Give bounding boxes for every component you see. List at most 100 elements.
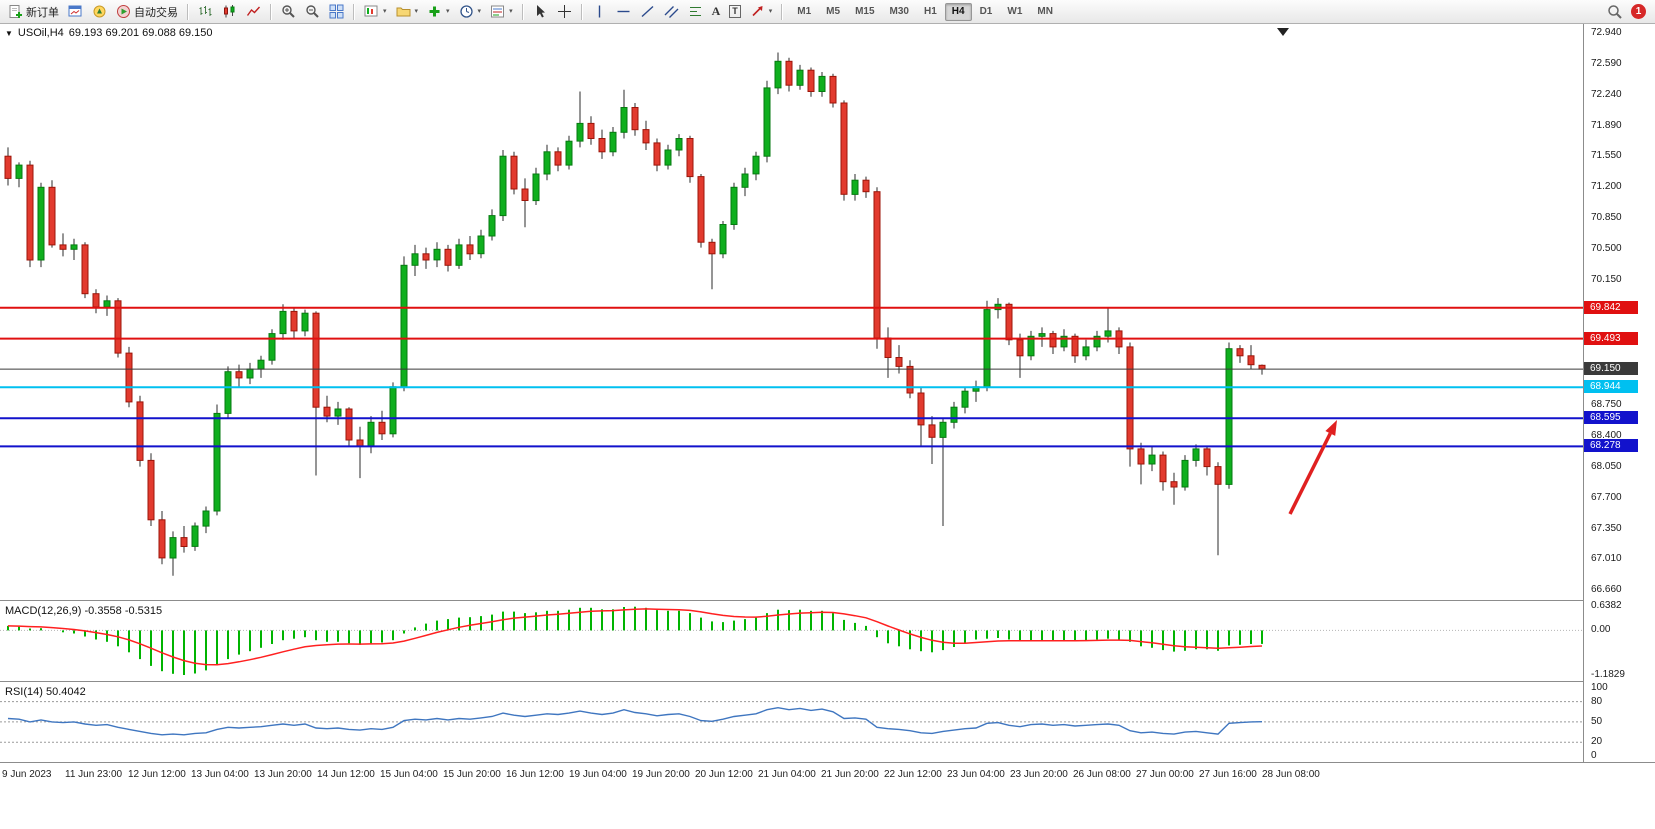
notification-badge[interactable]: 1 bbox=[1631, 4, 1646, 19]
arrows-tool-button[interactable]: ▾ bbox=[746, 1, 777, 23]
rsi-tick-80: 80 bbox=[1591, 695, 1603, 707]
time-label: 9 Jun 2023 bbox=[2, 769, 52, 780]
tf-button-m1[interactable]: M1 bbox=[797, 5, 812, 17]
search-icon[interactable] bbox=[1607, 4, 1623, 20]
tile-windows-button[interactable] bbox=[325, 1, 348, 23]
time-axis[interactable]: 9 Jun 2023 11 Jun 23:00 12 Jun 12:00 13 Jun… bbox=[0, 762, 1655, 791]
toolbar-separator bbox=[521, 3, 524, 20]
templates-button[interactable]: ▾ bbox=[486, 1, 517, 23]
text-label-tool-button[interactable]: T bbox=[725, 1, 745, 23]
tf-button-w1[interactable]: W1 bbox=[1007, 5, 1023, 17]
macd-tick-0.00: 0.00 bbox=[1591, 624, 1611, 636]
line-chart-type-button[interactable] bbox=[242, 1, 265, 23]
text-tool-icon: A bbox=[711, 4, 721, 18]
tf-button-m30[interactable]: M30 bbox=[889, 5, 909, 17]
tf-button-h1[interactable]: H1 bbox=[923, 5, 937, 17]
new-order-button[interactable]: 新订单 bbox=[4, 1, 63, 23]
quote-ohlc: 69.193 69.201 69.088 69.150 bbox=[68, 27, 213, 39]
fibonacci-icon bbox=[689, 7, 701, 16]
time-label: 19 Jun 20:00 bbox=[632, 769, 690, 780]
bar-chart-type-button[interactable] bbox=[194, 1, 217, 23]
horizontal-line-tool-button[interactable] bbox=[612, 1, 635, 23]
zoom-in-button[interactable] bbox=[277, 1, 300, 23]
rsi-tick-20: 20 bbox=[1591, 736, 1603, 748]
price-tick-70.150: 70.150 bbox=[1591, 274, 1622, 286]
dropdown-arrow-icon: ▾ bbox=[414, 8, 419, 15]
new-order-icon bbox=[9, 5, 22, 18]
text-tool-button[interactable]: A bbox=[708, 1, 725, 23]
vertical-line-tool-button[interactable] bbox=[588, 1, 611, 23]
chart-profiles-button[interactable]: ▾ bbox=[392, 1, 423, 23]
time-label: 22 Jun 12:00 bbox=[884, 769, 942, 780]
crosshair-icon bbox=[557, 5, 571, 18]
cursor-tool-button[interactable] bbox=[529, 1, 552, 23]
indicators-plus-icon bbox=[429, 6, 440, 17]
price-tick-66.660: 66.660 bbox=[1591, 583, 1622, 595]
price-tick-71.200: 71.200 bbox=[1591, 181, 1622, 193]
price-tick-72.940: 72.940 bbox=[1591, 26, 1622, 38]
macd-signal-line bbox=[7, 608, 1263, 666]
candle-chart-type-button[interactable] bbox=[218, 1, 241, 23]
price-tick-72.590: 72.590 bbox=[1591, 57, 1622, 69]
tf-button-d1[interactable]: D1 bbox=[979, 5, 993, 17]
time-label: 15 Jun 04:00 bbox=[380, 769, 438, 780]
new-chart-button[interactable]: ▾ bbox=[360, 1, 391, 23]
crosshair-tool-button[interactable] bbox=[553, 1, 576, 23]
main-price-chart[interactable] bbox=[0, 24, 1583, 600]
rsi-tick-0: 0 bbox=[1591, 749, 1597, 761]
time-label: 28 Jun 08:00 bbox=[1262, 769, 1320, 780]
chart-shift-marker[interactable] bbox=[1277, 28, 1289, 36]
time-label: 12 Jun 12:00 bbox=[128, 769, 186, 780]
price-badge-68.944: 68.944 bbox=[1584, 380, 1638, 394]
periods-button[interactable]: ▾ bbox=[455, 1, 486, 23]
toolbar-separator bbox=[580, 3, 583, 20]
macd-panel[interactable] bbox=[0, 601, 1583, 681]
trendline-tool-button[interactable] bbox=[636, 1, 659, 23]
time-label: 19 Jun 04:00 bbox=[569, 769, 627, 780]
price-lines-layer bbox=[0, 306, 1583, 448]
indicators-button[interactable]: ▾ bbox=[423, 1, 454, 23]
trendline-icon bbox=[641, 5, 654, 18]
channel-tool-button[interactable] bbox=[660, 1, 683, 23]
macd-tick-0.6382: 0.6382 bbox=[1591, 600, 1622, 612]
toolbar: 新订单 自动交易 bbox=[0, 0, 1655, 24]
panel-separator[interactable] bbox=[0, 681, 1655, 682]
price-tick-67.700: 67.700 bbox=[1591, 491, 1622, 503]
price-tick-70.500: 70.500 bbox=[1591, 243, 1622, 255]
annotation-arrow-head[interactable] bbox=[1325, 420, 1337, 436]
price-badge-68.595: 68.595 bbox=[1584, 411, 1638, 425]
zoom-out-button[interactable] bbox=[301, 1, 324, 23]
price-tick-68.750: 68.750 bbox=[1591, 398, 1622, 410]
horizontal-line-icon bbox=[617, 10, 630, 13]
dropdown-arrow-icon: ▾ bbox=[768, 8, 773, 15]
panel-separator[interactable] bbox=[0, 600, 1655, 601]
chart-window-icon bbox=[68, 5, 82, 17]
one-click-trading-toggle[interactable]: ▼ bbox=[5, 28, 13, 38]
rsi-indicator-label: RSI(14) 50.4042 bbox=[5, 686, 86, 698]
tf-button-m5[interactable]: M5 bbox=[826, 5, 841, 17]
time-label: 14 Jun 12:00 bbox=[317, 769, 375, 780]
zoom-out-icon bbox=[306, 5, 319, 18]
price-tick-67.010: 67.010 bbox=[1591, 552, 1622, 564]
time-label: 27 Jun 00:00 bbox=[1136, 769, 1194, 780]
tf-button-m15[interactable]: M15 bbox=[855, 5, 875, 17]
fibonacci-tool-button[interactable] bbox=[684, 1, 707, 23]
toolbar-separator bbox=[353, 3, 355, 20]
tf-button-h4[interactable]: H4 bbox=[944, 2, 972, 21]
toolbar-separator bbox=[270, 3, 272, 20]
auto-trading-button[interactable]: 自动交易 bbox=[112, 1, 182, 23]
macd-histogram bbox=[7, 606, 1263, 675]
profiles-button[interactable] bbox=[88, 1, 111, 23]
price-axis[interactable]: 72.940 72.590 72.240 71.890 71.550 71.200 70.8… bbox=[1583, 24, 1655, 762]
toolbar-right: 1 bbox=[1607, 4, 1651, 20]
price-badge-69.842: 69.842 bbox=[1584, 300, 1638, 314]
time-label: 26 Jun 08:00 bbox=[1073, 769, 1131, 780]
annotation-arrow-shaft[interactable] bbox=[1288, 432, 1332, 515]
tf-button-mn[interactable]: MN bbox=[1037, 5, 1053, 17]
charts-window-button[interactable] bbox=[64, 1, 87, 23]
toolbar-separator bbox=[781, 3, 784, 20]
price-tick-70.850: 70.850 bbox=[1591, 212, 1622, 224]
time-label: 13 Jun 04:00 bbox=[191, 769, 249, 780]
rsi-panel[interactable] bbox=[0, 682, 1583, 762]
timeframe-toolbar: M1 M5 M15 M30 H1 H4 D1 W1 MN bbox=[790, 2, 1060, 21]
